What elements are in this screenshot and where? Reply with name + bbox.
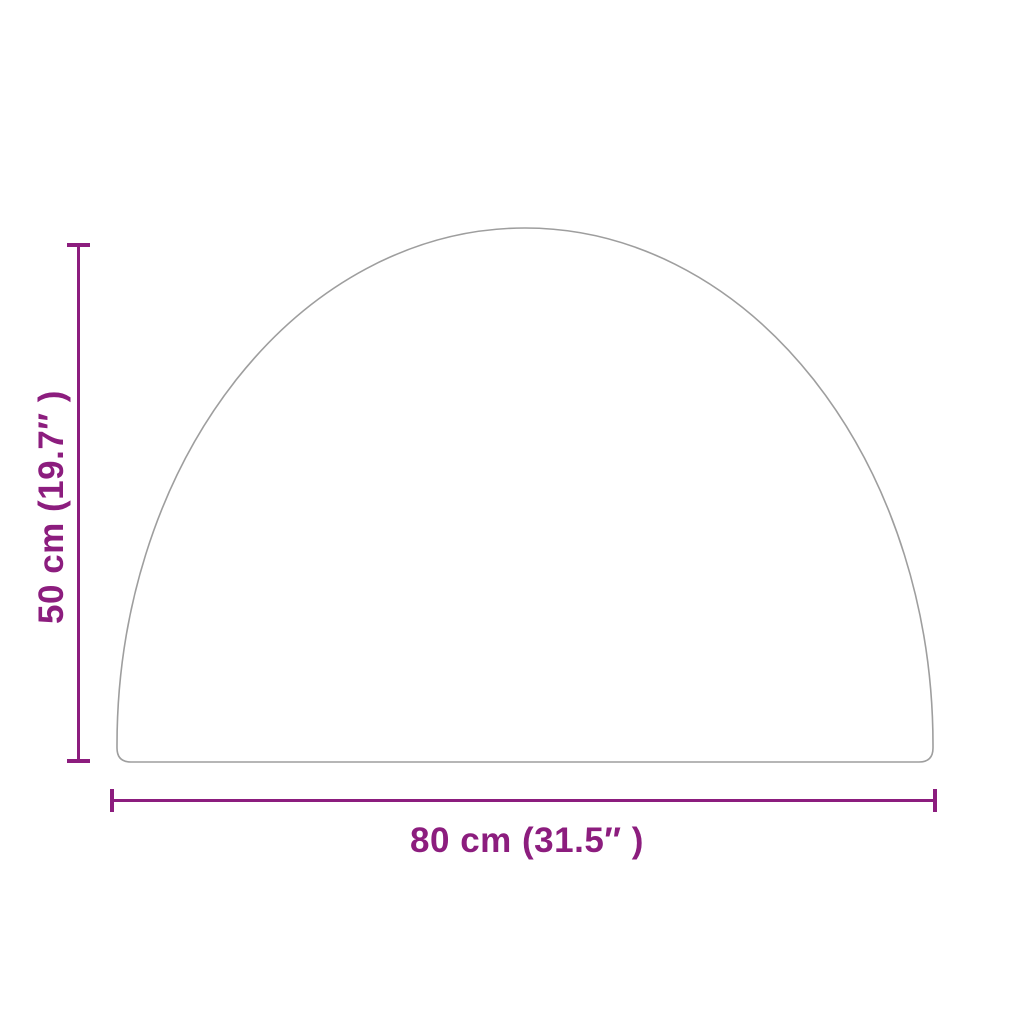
height-dimension-line	[77, 245, 80, 762]
width-dimension-line	[112, 799, 935, 802]
height-dimension-label: 50 cm (19.7″ )	[32, 390, 71, 624]
height-dimension-bottom-cap	[67, 759, 90, 763]
width-dimension-right-cap	[933, 789, 937, 812]
width-dimension-label: 80 cm (31.5″ )	[410, 821, 644, 860]
plate-outline-path	[116, 227, 934, 763]
